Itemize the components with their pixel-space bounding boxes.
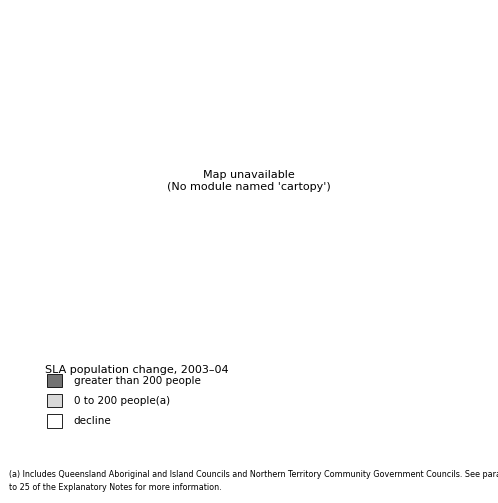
Text: SLA population change, 2003–04: SLA population change, 2003–04 [45,365,229,375]
Text: greater than 200 people: greater than 200 people [74,376,201,386]
Text: (a) Includes Queensland Aboriginal and Island Councils and Northern Territory Co: (a) Includes Queensland Aboriginal and I… [9,470,498,479]
Text: to 25 of the Explanatory Notes for more information.: to 25 of the Explanatory Notes for more … [9,483,222,492]
Text: decline: decline [74,416,112,426]
Text: 0 to 200 people(a): 0 to 200 people(a) [74,396,170,406]
Text: Map unavailable
(No module named 'cartopy'): Map unavailable (No module named 'cartop… [167,171,331,192]
